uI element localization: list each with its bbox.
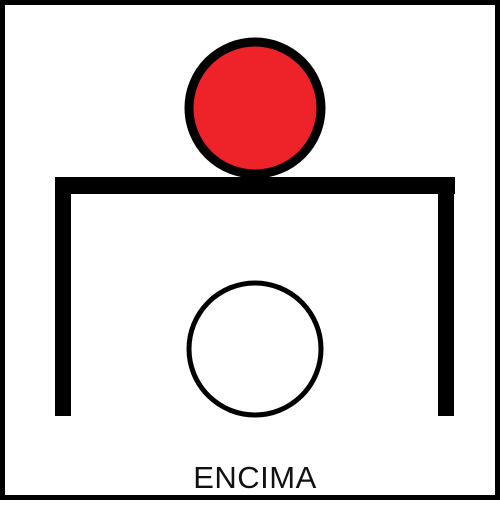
ball-under-icon	[189, 283, 321, 415]
table-leg-right	[438, 177, 454, 416]
table-leg-left	[55, 177, 71, 416]
pictogram-illustration	[5, 5, 500, 505]
ball-on-top-icon	[189, 42, 321, 174]
caption-label: ENCIMA	[5, 460, 500, 496]
table-top	[55, 177, 455, 194]
